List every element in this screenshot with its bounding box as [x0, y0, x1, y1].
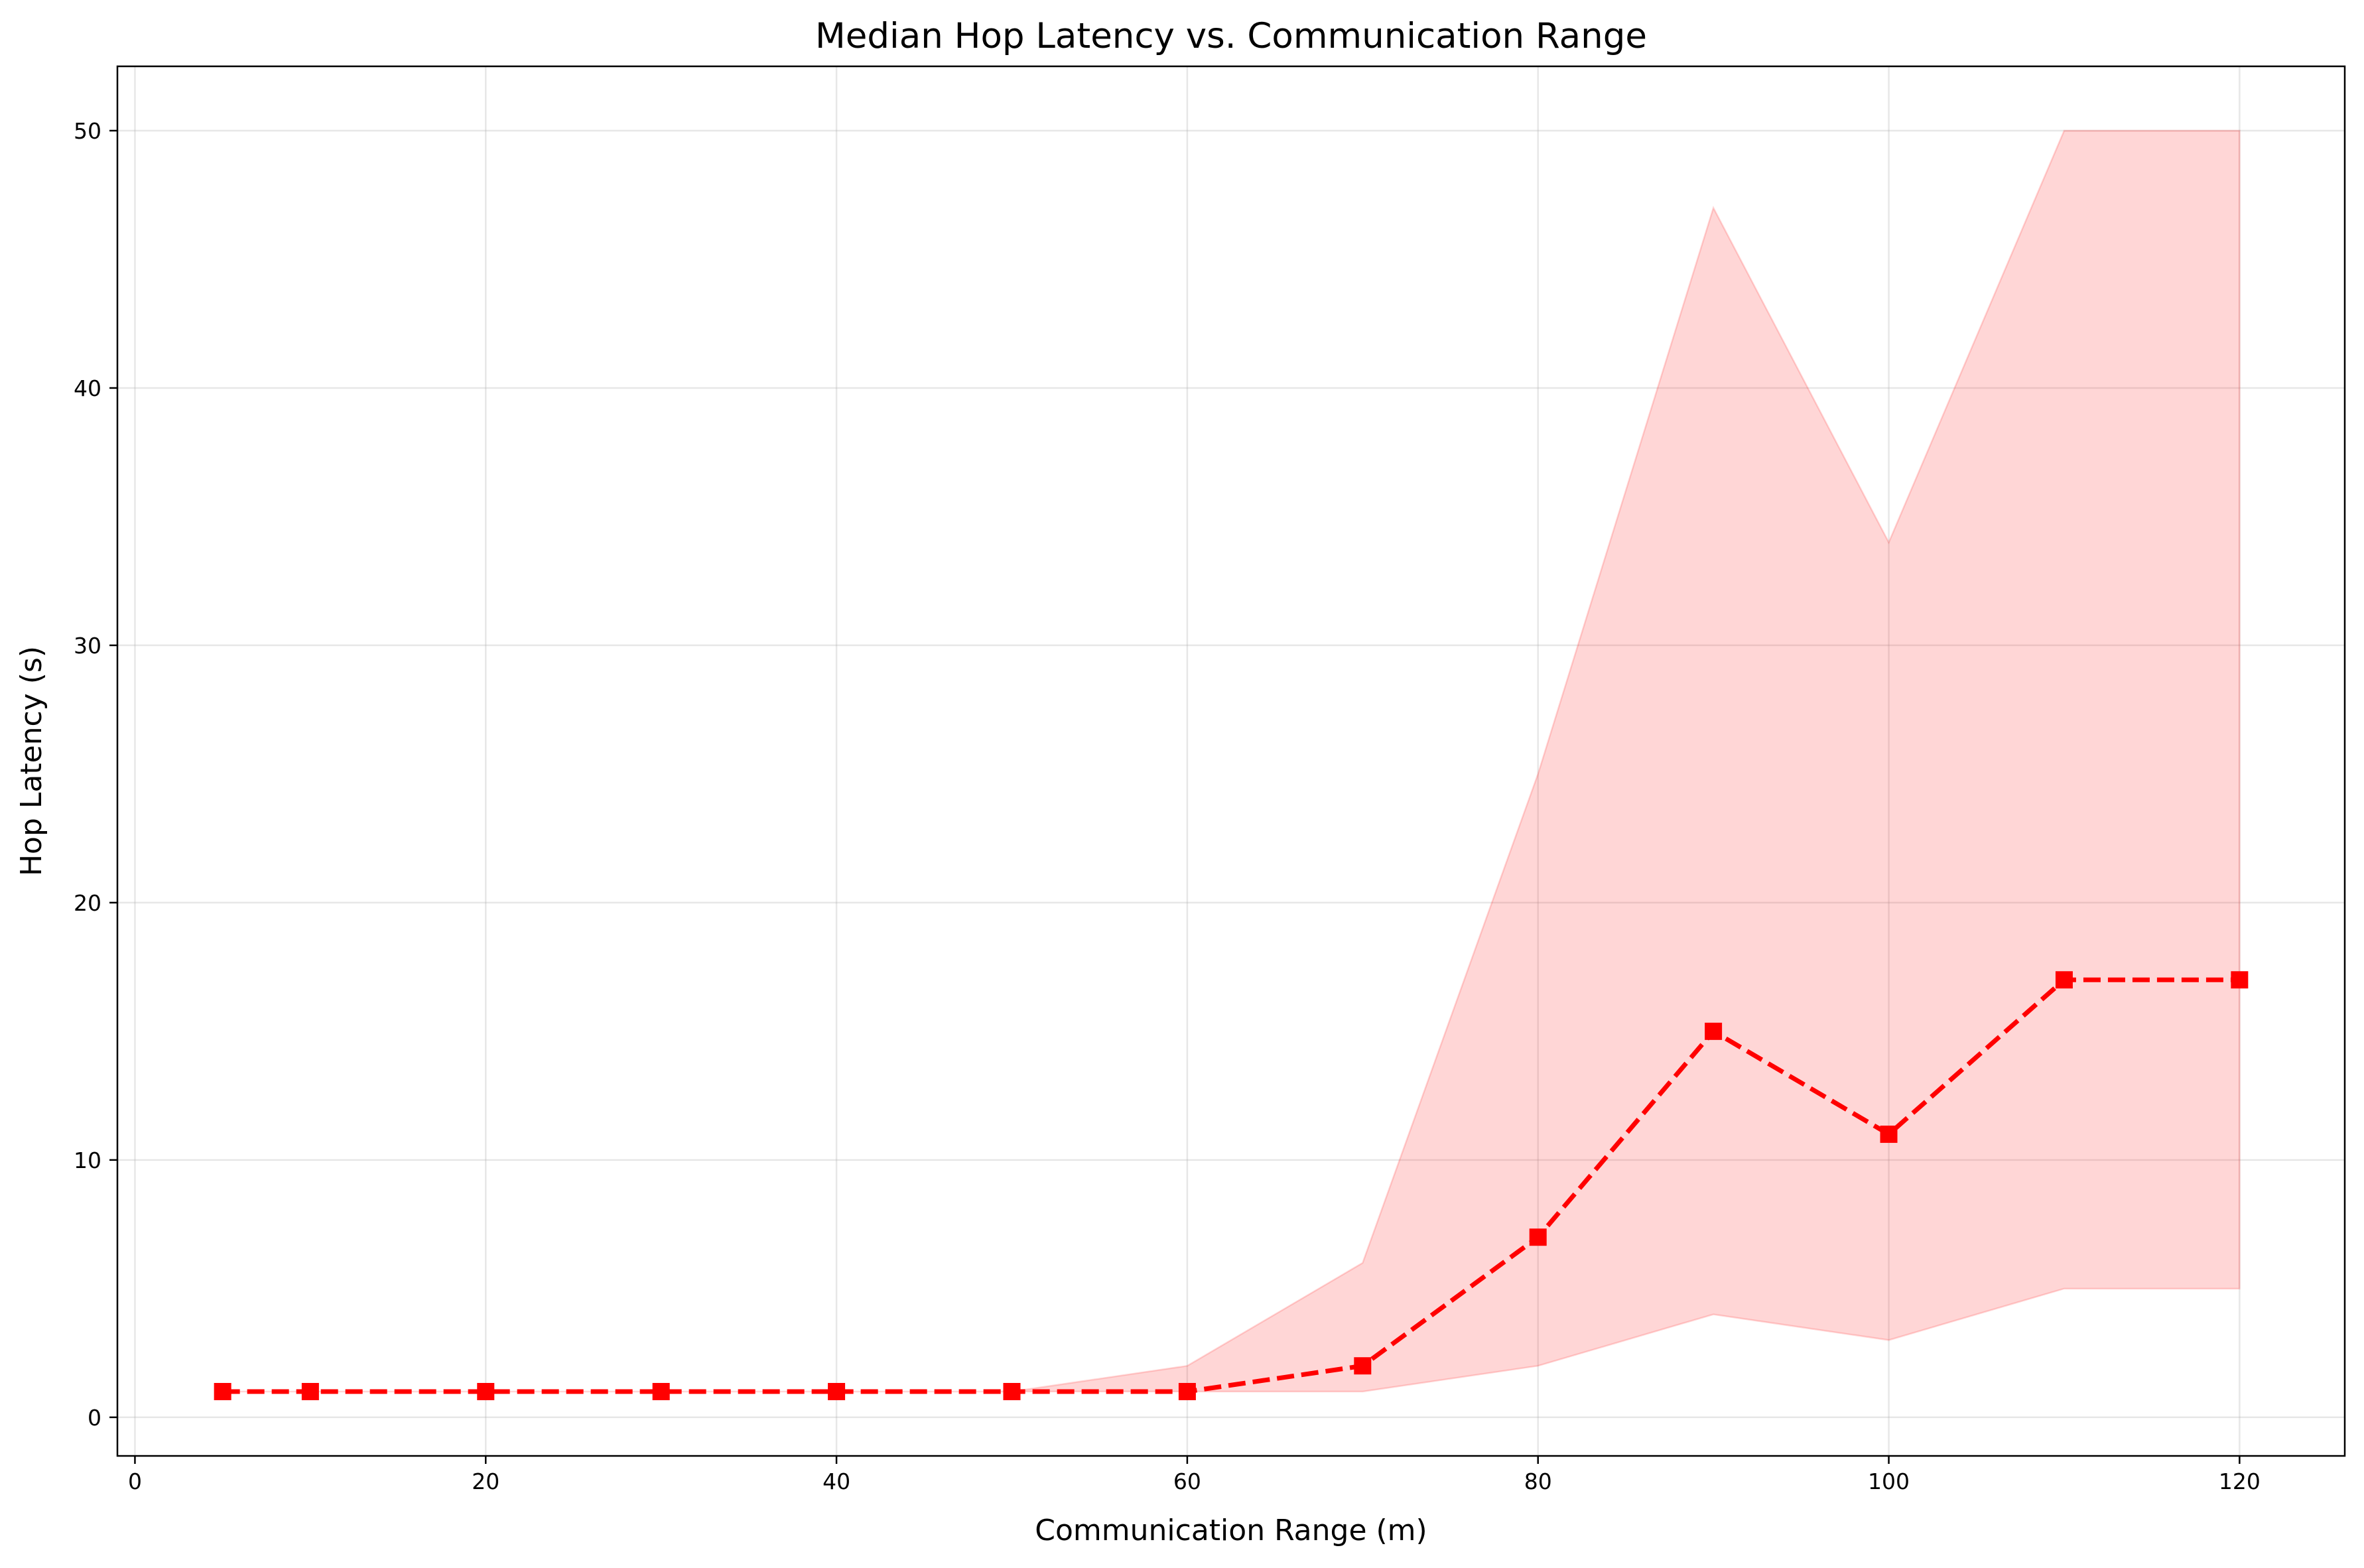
y-tick-label: 0: [88, 1405, 101, 1431]
series-layer: [214, 971, 2249, 1401]
y-axis-ticks: 0 10 20 30 40 50: [74, 118, 117, 1431]
x-tick-label: 60: [1173, 1469, 1201, 1494]
x-tick-label: 0: [128, 1469, 142, 1494]
data-point-marker: [301, 1383, 319, 1401]
x-axis-ticks: 0 20 40 60 80 100 120: [128, 1456, 2261, 1494]
x-axis-label: Communication Range (m): [1035, 1514, 1427, 1547]
data-point-marker: [214, 1383, 231, 1401]
data-point-marker: [1529, 1228, 1547, 1246]
data-point-marker: [2231, 971, 2249, 989]
y-tick-label: 10: [74, 1147, 101, 1173]
x-tick-label: 100: [1868, 1469, 1910, 1494]
data-point-marker: [652, 1383, 670, 1401]
chart-title: Median Hop Latency vs. Communication Ran…: [815, 16, 1647, 56]
y-tick-label: 20: [74, 890, 101, 916]
x-tick-label: 20: [472, 1469, 499, 1494]
data-point-marker: [2055, 971, 2073, 989]
x-tick-label: 80: [1524, 1469, 1552, 1494]
x-tick-label: 40: [822, 1469, 850, 1494]
plot-frame: [116, 65, 2346, 1457]
y-tick-label: 50: [74, 118, 101, 144]
y-axis-label: Hop Latency (s): [15, 646, 48, 876]
data-point-marker: [1354, 1357, 1372, 1375]
data-point-marker: [477, 1383, 495, 1401]
data-point-marker: [1003, 1383, 1021, 1401]
y-tick-label: 30: [74, 633, 101, 659]
data-point-marker: [828, 1383, 846, 1401]
data-point-marker: [1705, 1022, 1723, 1040]
x-tick-label: 120: [2219, 1469, 2261, 1494]
y-tick-label: 40: [74, 375, 101, 401]
data-point-marker: [1880, 1126, 1898, 1143]
data-point-marker: [1178, 1383, 1196, 1401]
grid: [117, 66, 2345, 1456]
